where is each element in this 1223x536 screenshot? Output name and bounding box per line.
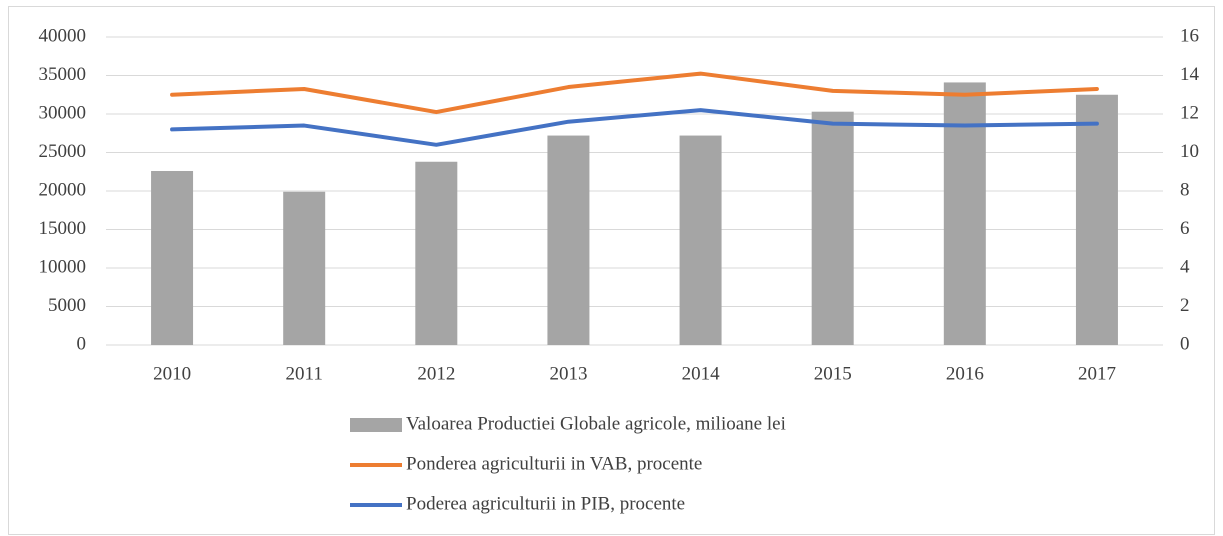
bar <box>943 82 986 346</box>
line <box>170 71 1099 115</box>
x-tick-label: 2011 <box>286 363 323 384</box>
y-tick-label: 25000 <box>39 141 87 162</box>
x-tick-label: 2012 <box>417 363 455 384</box>
x-tick-label: 2016 <box>946 363 984 384</box>
legend-label: Poderea agriculturii in PIB, procente <box>406 493 685 514</box>
y2-tick-label: 6 <box>1180 218 1190 239</box>
bar <box>547 135 590 345</box>
line <box>170 108 1099 147</box>
y-tick-label: 30000 <box>39 102 87 123</box>
y-tick-label: 40000 <box>39 25 87 46</box>
bar <box>811 111 854 345</box>
chart-border <box>8 6 1215 535</box>
y-tick-label: 15000 <box>39 218 87 239</box>
legend-label: Valoarea Productiei Globale agricole, mi… <box>406 413 786 434</box>
y2-tick-label: 10 <box>1180 141 1199 162</box>
y2-tick-label: 14 <box>1180 64 1200 85</box>
x-tick-label: 2014 <box>682 363 721 384</box>
legend-swatch <box>350 418 402 432</box>
bar <box>1075 94 1118 345</box>
x-tick-label: 2015 <box>814 363 852 384</box>
legend-label: Ponderea agriculturii in VAB, procente <box>406 453 702 474</box>
x-tick-label: 2013 <box>549 363 587 384</box>
y2-tick-label: 0 <box>1180 333 1190 354</box>
y2-tick-label: 16 <box>1180 25 1199 46</box>
y-tick-label: 10000 <box>39 256 87 277</box>
y2-tick-label: 12 <box>1180 102 1199 123</box>
bar <box>283 191 326 345</box>
bar <box>415 161 458 345</box>
bar <box>679 135 722 345</box>
x-tick-label: 2010 <box>153 363 191 384</box>
y-tick-label: 35000 <box>39 64 87 85</box>
y2-tick-label: 4 <box>1180 256 1190 277</box>
bar <box>151 170 194 345</box>
x-tick-label: 2017 <box>1078 363 1116 384</box>
y-tick-label: 5000 <box>48 295 86 316</box>
y2-tick-label: 8 <box>1180 179 1190 200</box>
y2-tick-label: 2 <box>1180 295 1190 316</box>
y-tick-label: 20000 <box>39 179 87 200</box>
y-tick-label: 0 <box>77 333 87 354</box>
